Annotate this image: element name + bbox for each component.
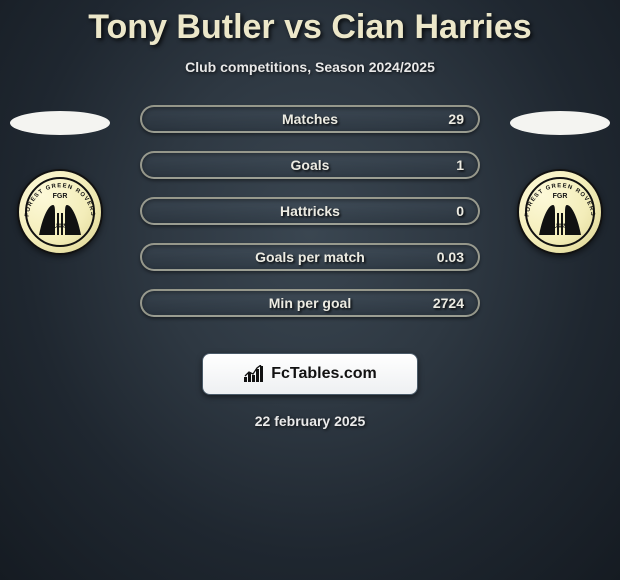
subtitle: Club competitions, Season 2024/2025 — [0, 59, 620, 75]
stat-row: Goals 1 — [140, 151, 480, 179]
stat-value-right: 29 — [448, 111, 464, 127]
site-badge: FcTables.com — [202, 353, 418, 395]
stat-label: Hattricks — [280, 203, 340, 219]
site-badge-text: FcTables.com — [271, 365, 377, 383]
stat-value-right: 2724 — [433, 295, 464, 311]
stat-row: Goals per match 0.03 — [140, 243, 480, 271]
stat-value-right: 0 — [456, 203, 464, 219]
stats-table: Matches 29 Goals 1 Hattricks 0 Goals per… — [140, 105, 480, 335]
player-left-club-badge: FOREST GREEN ROVERS FGR 1889 — [17, 169, 103, 255]
stat-value-right: 1 — [456, 157, 464, 173]
stat-row: Min per goal 2724 — [140, 289, 480, 317]
player-right-club-badge: FOREST GREEN ROVERS FGR 1889 — [517, 169, 603, 255]
stat-label: Goals — [291, 157, 330, 173]
stat-label: Min per goal — [269, 295, 351, 311]
stat-row: Hattricks 0 — [140, 197, 480, 225]
badge-right-text-bottom: 1889 — [552, 223, 568, 230]
player-right-column: FOREST GREEN ROVERS FGR 1889 — [505, 105, 615, 255]
stat-value-right: 0.03 — [437, 249, 464, 265]
player-left-silhouette-icon — [8, 105, 112, 141]
badge-left-text-bottom: 1889 — [52, 223, 68, 230]
date-text: 22 february 2025 — [0, 413, 620, 429]
stat-row: Matches 29 — [140, 105, 480, 133]
comparison-row: FOREST GREEN ROVERS FGR 1889 Matches 29 … — [0, 105, 620, 335]
stat-label: Goals per match — [255, 249, 365, 265]
stat-label: Matches — [282, 111, 338, 127]
page-title: Tony Butler vs Cian Harries — [0, 0, 620, 47]
player-right-silhouette-icon — [508, 105, 612, 141]
chart-icon — [243, 365, 265, 383]
player-left-column: FOREST GREEN ROVERS FGR 1889 — [5, 105, 115, 255]
